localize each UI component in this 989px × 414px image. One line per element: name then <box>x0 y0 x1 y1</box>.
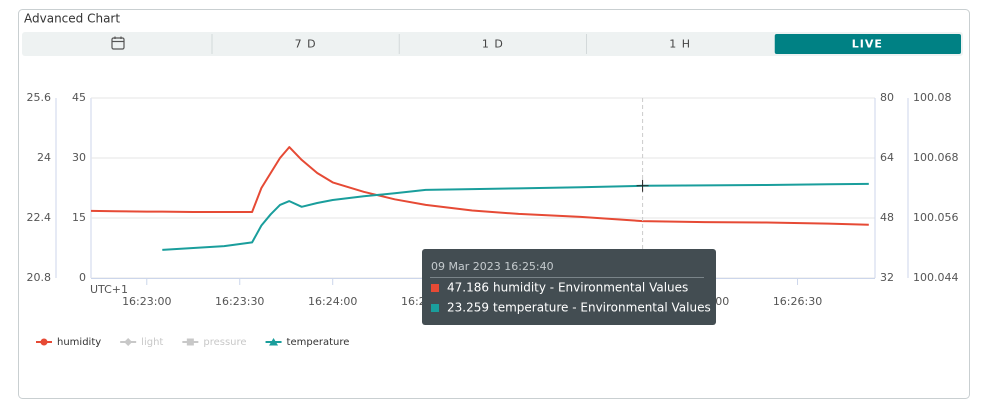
legend-item[interactable]: temperature <box>265 337 350 348</box>
tab-label[interactable]: LIVE <box>852 38 883 51</box>
y-tick-label: 100.068 <box>913 151 959 164</box>
legend-label: pressure <box>203 337 246 348</box>
legend-item[interactable]: light <box>120 337 163 348</box>
calendar-tab[interactable] <box>111 36 125 50</box>
widget-title: Advanced Chart <box>24 12 120 26</box>
y-tick-label: 25.6 <box>27 91 52 104</box>
x-tick-label: 16:24:00 <box>308 295 357 308</box>
legend-label: humidity <box>57 337 101 348</box>
y-tick-label: 22.4 <box>27 211 52 224</box>
tooltip-swatch <box>431 284 439 292</box>
tooltip <box>422 249 716 325</box>
legend-label: light <box>141 337 163 348</box>
legend-item[interactable]: pressure <box>182 337 247 348</box>
tab-label[interactable]: 1 H <box>669 38 691 51</box>
series-line <box>90 146 869 226</box>
y-tick-label: 64 <box>880 151 894 164</box>
x-tick-label: 16:23:30 <box>215 295 264 308</box>
y-tick-label: 0 <box>79 271 86 284</box>
y-tick-label: 32 <box>880 271 894 284</box>
tooltip-value: 23.259 <box>447 301 489 315</box>
y-tick-label: 80 <box>880 91 894 104</box>
tab-bar <box>22 32 963 56</box>
calendar-icon <box>111 37 125 50</box>
tab-label[interactable]: 1 D <box>482 38 504 51</box>
tooltip-swatch <box>431 304 439 312</box>
tooltip-label: temperature - Environmental Values <box>493 301 711 315</box>
tab-active[interactable] <box>774 34 961 54</box>
x-tick-label: 16:23:00 <box>122 295 171 308</box>
y-tick-label: 48 <box>880 211 894 224</box>
legend-marker <box>124 338 133 346</box>
timezone-label: UTC+1 <box>90 283 128 296</box>
widget-frame <box>18 9 970 399</box>
y-tick-label: 20.8 <box>27 271 52 284</box>
legend-marker <box>269 338 279 346</box>
y-tick-label: 100.056 <box>913 211 959 224</box>
tooltip-value: 47.186 <box>447 281 489 295</box>
y-tick-label: 30 <box>72 151 86 164</box>
y-tick-label: 15 <box>72 211 86 224</box>
legend-marker <box>40 338 48 346</box>
tab-label[interactable]: 7 D <box>295 38 317 51</box>
cursor <box>636 179 649 192</box>
legend-item[interactable]: humidity <box>36 337 101 348</box>
series-line <box>162 182 869 251</box>
y-tick-label: 24 <box>37 151 51 164</box>
y-tick-label: 100.044 <box>913 271 959 284</box>
legend-marker <box>186 338 194 346</box>
legend-label: temperature <box>287 337 350 348</box>
y-tick-label: 45 <box>72 91 86 104</box>
y-tick-label: 100.08 <box>913 91 952 104</box>
tooltip-title: 09 Mar 2023 16:25:40 <box>431 260 554 273</box>
x-tick-label: 16:26:30 <box>773 295 822 308</box>
tooltip-label: humidity - Environmental Values <box>493 281 688 295</box>
